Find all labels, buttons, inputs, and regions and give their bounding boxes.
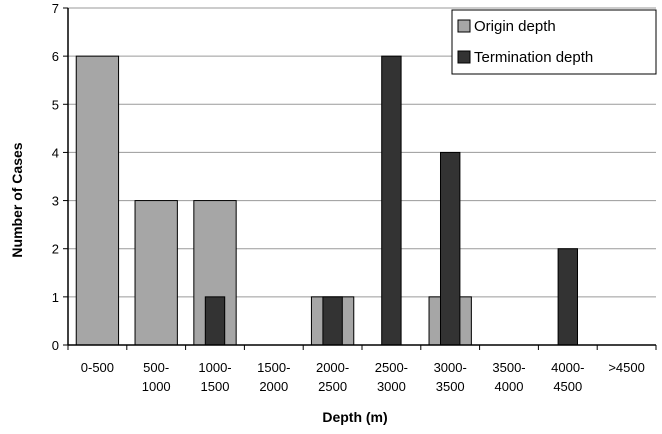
x-tick-label-8: 4000-4500 [551, 360, 584, 394]
legend: Origin depth Termination depth [451, 9, 657, 75]
x-tick-label-1: 500-1000 [142, 360, 171, 394]
x-tick-label-3: 1500-2000 [257, 360, 290, 394]
y-tick-label-5: 5 [52, 97, 59, 112]
x-tick-labels: 0-500 500-1000 1000-1500 1500-2000 2000-2500… [67, 345, 657, 394]
x-tick-label-4: 2000-2500 [316, 360, 349, 394]
bar-origin-1 [134, 200, 178, 346]
x-tick-label-0: 0-500 [81, 360, 114, 375]
y-tick-label-6: 6 [52, 49, 59, 64]
bar-termination-5 [381, 55, 402, 346]
x-tick-label-6: 3000-3500 [434, 360, 467, 394]
legend-swatch-termination [457, 50, 471, 64]
x-tick-label-5: 2500-3000 [375, 360, 408, 394]
y-tick-label-2: 2 [52, 242, 59, 257]
bar-termination-6 [439, 151, 461, 346]
y-tick-label-7: 7 [52, 1, 59, 16]
bars [75, 55, 579, 346]
y-axis-title: Number of Cases [9, 142, 25, 257]
legend-label-origin: Origin depth [474, 18, 556, 35]
y-tick-labels: 0 1 2 3 4 5 6 7 [52, 1, 68, 353]
bar-termination-4 [322, 296, 343, 346]
legend-swatch-origin [457, 19, 471, 33]
bar-termination-2 [204, 296, 226, 346]
legend-label-termination: Termination depth [474, 49, 593, 66]
legend-box [451, 9, 657, 75]
y-tick-label-4: 4 [52, 145, 59, 160]
y-tick-label-1: 1 [52, 290, 59, 305]
y-tick-label-3: 3 [52, 194, 59, 209]
x-tick-label-7: 3500-4000 [492, 360, 525, 394]
bar-origin-0 [75, 55, 120, 346]
bar-termination-8 [557, 248, 579, 346]
x-tick-label-2: 1000-1500 [198, 360, 231, 394]
y-tick-label-0: 0 [52, 338, 59, 353]
x-axis-title: Depth (m) [322, 409, 387, 425]
x-tick-label-9: >4500 [608, 360, 645, 375]
